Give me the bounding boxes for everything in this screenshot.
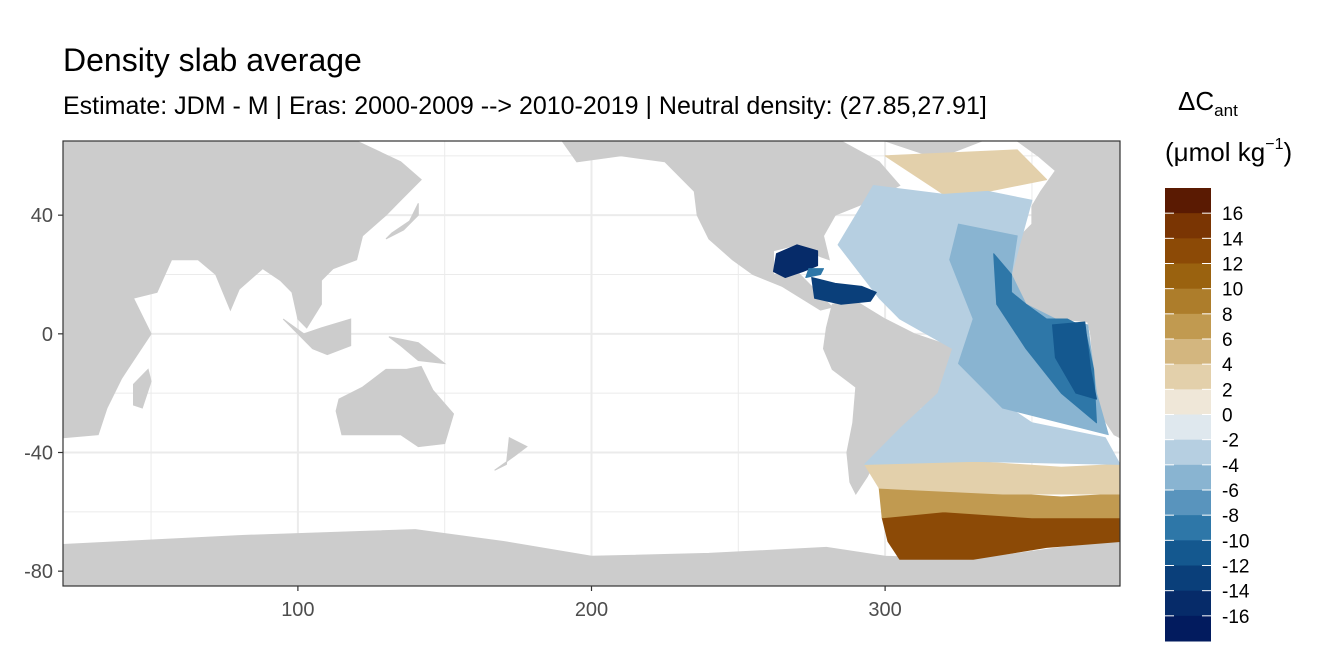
- y-tick-label: -40: [24, 443, 53, 465]
- land-sumatra-borneo: [282, 318, 352, 356]
- land-antarctica: [63, 529, 1120, 586]
- legend-tick-label: 8: [1222, 305, 1233, 326]
- legend-tick-label: -14: [1222, 582, 1250, 603]
- land-japan: [385, 203, 419, 240]
- land-new-guinea: [388, 336, 447, 365]
- legend-bin: [1165, 615, 1211, 642]
- land-eurasia-africa-west: [63, 141, 422, 439]
- ocean-gulf-of-guinea: [1052, 321, 1097, 400]
- legend-bin: [1165, 439, 1211, 466]
- legend-title: ΔCant: [1178, 86, 1238, 121]
- legend-bin: [1165, 490, 1211, 516]
- land-madagascar: [133, 368, 152, 409]
- land-north-america: [561, 141, 901, 311]
- ocean-arctic-tan: [884, 149, 1048, 195]
- legend-tick-label: -12: [1222, 557, 1249, 578]
- legend-title-main: ΔC: [1178, 86, 1215, 116]
- legend-tick-label: 14: [1222, 229, 1244, 250]
- x-tick-label: 200: [575, 599, 608, 621]
- legend-bin: [1165, 288, 1211, 315]
- legend-tick-label: 2: [1222, 380, 1233, 401]
- legend-bin: [1165, 565, 1211, 592]
- legend-bin: [1165, 515, 1211, 541]
- legend-tick-label: 6: [1222, 330, 1233, 351]
- legend-bin: [1165, 540, 1211, 566]
- legend-bin: [1165, 238, 1211, 264]
- legend-tick-label: 12: [1222, 255, 1243, 276]
- legend-tick-label: -2: [1222, 431, 1239, 452]
- ocean-atlantic-light: [837, 185, 1120, 465]
- ocean-south-atl-cream: [864, 460, 1120, 495]
- legend-unit-close: ): [1283, 137, 1293, 167]
- legend-unit-open: (μmol kg: [1165, 137, 1266, 167]
- legend-bin: [1165, 364, 1211, 390]
- legend-tick-label: 16: [1222, 204, 1243, 225]
- legend-bin: [1165, 414, 1211, 441]
- legend-bin: [1165, 339, 1211, 365]
- legend-tick-label: 4: [1222, 355, 1233, 376]
- y-tick-label: 40: [31, 205, 53, 227]
- legend-tick-label: 0: [1222, 406, 1233, 427]
- legend-tick-label: -6: [1222, 481, 1239, 502]
- legend-tick-label: -16: [1222, 607, 1249, 628]
- legend-bin: [1165, 313, 1211, 340]
- legend-bin: [1165, 213, 1211, 239]
- legend-bin: [1165, 263, 1211, 290]
- chart-subtitle: Estimate: JDM - M | Eras: 2000-2009 --> …: [63, 92, 987, 120]
- legend-tick-label: -8: [1222, 506, 1239, 527]
- land-australia: [335, 365, 455, 448]
- y-tick-label: 0: [42, 324, 53, 346]
- legend-unit: (μmol kg−1): [1165, 136, 1292, 168]
- y-tick-label: -80: [24, 561, 53, 583]
- legend-bin: [1165, 188, 1211, 214]
- x-tick-label: 100: [281, 599, 314, 621]
- x-tick-label: 300: [868, 599, 901, 621]
- legend-unit-sup: −1: [1265, 136, 1284, 153]
- legend-bin: [1165, 590, 1211, 617]
- legend-title-sub: ant: [1214, 101, 1238, 120]
- chart-title: Density slab average: [63, 42, 362, 78]
- ocean-caribbean: [811, 277, 877, 305]
- land-new-zealand: [494, 436, 528, 471]
- legend-tick-label: 10: [1222, 280, 1243, 301]
- legend-bin: [1165, 389, 1211, 415]
- legend-tick-label: -10: [1222, 531, 1249, 552]
- ocean-caribbean-west: [805, 268, 824, 278]
- legend-bin: [1165, 464, 1211, 491]
- legend-tick-label: -4: [1222, 456, 1239, 477]
